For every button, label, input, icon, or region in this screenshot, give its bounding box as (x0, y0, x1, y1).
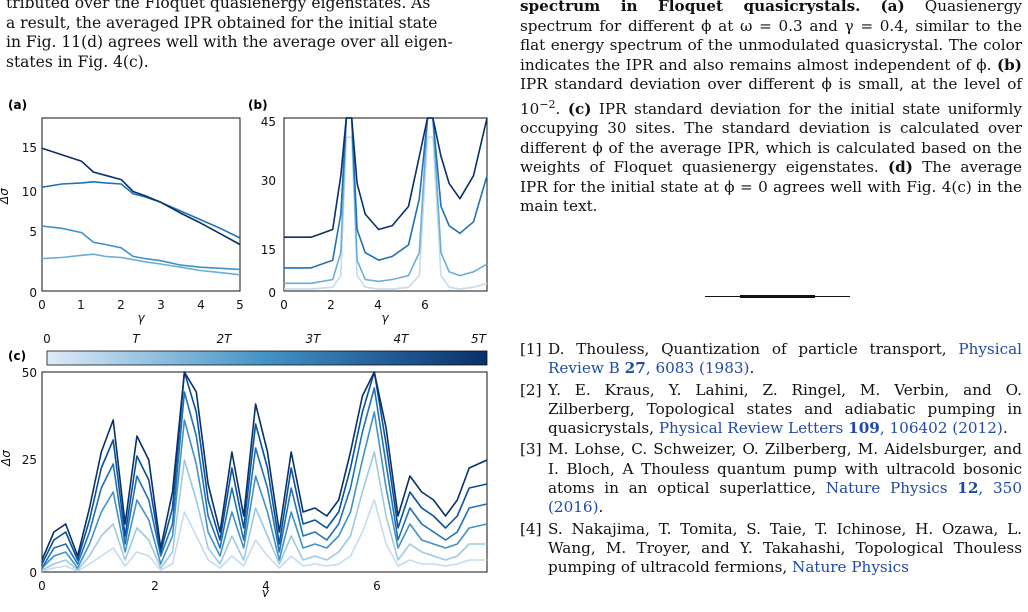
caption-b-text2: . (555, 99, 568, 118)
caption-a-text: Quasienergy spectrum for different ϕ at … (520, 0, 1022, 74)
reference-link[interactable]: Nature Physics (792, 558, 909, 577)
panel-a-ytick: 10 (22, 185, 37, 199)
panel-a-series-2 (41, 181, 241, 239)
panel-b-plot (283, 117, 488, 292)
panel-c-ytick: 25 (22, 453, 37, 467)
panel-c-series-2 (41, 371, 488, 565)
panel-b-ytick: 30 (261, 174, 276, 188)
panel-a-xtick: 5 (236, 298, 244, 312)
panel-b-yticks: 0 15 30 45 (261, 115, 276, 300)
reference-link[interactable]: Physical Review Letters 109, 106402 (201… (658, 419, 1003, 438)
reference-item: [2] Y. E. Kraus, Y. Lahini, Z. Ringel, M… (520, 380, 1022, 438)
caption-b-text: IPR standard deviation over different ϕ … (520, 75, 1022, 118)
reference-link[interactable]: Physical Review B 27, 6083 (1983) (548, 340, 1022, 378)
panel-a-plot (41, 117, 241, 292)
panel-c-plot (41, 371, 488, 573)
panel-a-frame (41, 117, 241, 292)
text-line: in Fig. 11(d) agrees well with the avera… (6, 33, 453, 51)
reference-item: [1] D. Thouless, Quantization of particl… (520, 340, 1022, 378)
panel-a-series-3 (41, 225, 241, 271)
caption-title: spectrum in Floquet quasicrystals. (520, 0, 861, 15)
panel-c-xtick: 0 (38, 579, 46, 593)
colorbar-tick: T (132, 332, 141, 346)
text-line: a result, the averaged IPR obtained for … (6, 13, 438, 32)
panel-a-ytick: 15 (22, 141, 37, 155)
reference-link[interactable]: Nature Physics 12, 350 (2016) (548, 479, 1022, 517)
panel-a-ylabel: Δσ (0, 188, 11, 205)
panel-b-ytick: 15 (261, 243, 276, 257)
figure-caption: spectrum in Floquet quasicrystals. (a) Q… (520, 0, 1022, 217)
panel-a-xtick: 0 (38, 298, 46, 312)
panel-a-label: (a) (8, 98, 27, 112)
reference-item: [4] S. Nakajima, T. Tomita, S. Taie, T. … (520, 519, 1022, 577)
section-divider-thick (740, 295, 815, 298)
panel-a-xlabel: γ (137, 311, 145, 325)
panel-b-ytick: 45 (261, 115, 276, 129)
panel-c-series-6 (41, 499, 487, 573)
colorbar-tick: 0 (43, 332, 51, 346)
colorbar-ticks: 0 T 2T 3T 4T 5T (43, 332, 487, 346)
panel-c-series-5 (41, 451, 487, 571)
panel-b-series-3 (284, 117, 488, 285)
caption-a-label: (a) (880, 0, 905, 15)
caption-d-label: (d) (887, 158, 913, 177)
colorbar-tick: 3T (306, 332, 323, 346)
panel-c-xlabel: γ (261, 586, 269, 597)
colorbar (46, 350, 488, 366)
panel-c-xtick: 4 (262, 579, 270, 593)
panel-a-xtick: 2 (117, 298, 125, 312)
panel-a-yticks: 0 5 10 15 (22, 141, 37, 300)
panel-b-series-2 (284, 117, 488, 269)
panel-a-xticks: 0 1 2 3 4 5 (38, 298, 244, 312)
caption-c-text: IPR standard deviation for the initial s… (520, 99, 1022, 177)
caption-b-label: (b) (997, 55, 1022, 74)
panel-c-series-4 (41, 411, 488, 569)
references-list: [1] D. Thouless, Quantization of particl… (520, 340, 1022, 580)
panel-b-series-1 (284, 117, 488, 238)
panel-b-xticks: 0 2 4 6 (280, 298, 429, 312)
panel-c-ytick: 50 (22, 366, 37, 380)
panel-b-xtick: 0 (280, 298, 288, 312)
panel-a-xtick: 3 (157, 298, 165, 312)
reference-item: [3] M. Lohse, C. Schweizer, O. Zilberber… (520, 440, 1022, 517)
panel-a-xtick: 1 (77, 298, 85, 312)
colorbar-tick: 4T (394, 332, 411, 346)
panel-b-frame (283, 117, 488, 292)
panel-c-series-1 (41, 371, 488, 561)
figure: (a) Δσ 0 5 10 15 0 1 2 3 4 5 γ (b) 0 15 … (0, 98, 488, 597)
panel-a-ytick: 0 (29, 286, 37, 300)
panel-b-xlabel: γ (381, 311, 389, 325)
panel-a-series-1 (41, 147, 241, 246)
panel-a-ytick: 5 (29, 225, 37, 239)
text-line: tributed over the Floquet quasienergy ei… (6, 0, 431, 12)
panel-c-xtick: 6 (373, 579, 381, 593)
panel-c-series-3 (41, 387, 488, 569)
caption-c-label: (c) (567, 99, 592, 118)
panel-a-series-4 (41, 253, 241, 276)
colorbar-tick: 2T (217, 332, 234, 346)
panel-b-xtick: 4 (374, 298, 382, 312)
text-line: states in Fig. 4(c). (6, 52, 149, 71)
panel-b-ytick: 0 (268, 286, 276, 300)
caption-b-exponent: −2 (539, 97, 556, 111)
panel-b-label: (b) (248, 98, 268, 112)
panel-c-label: (c) (8, 349, 26, 363)
panel-a-xtick: 4 (197, 298, 205, 312)
caption-d-text: The average IPR for the initial state at… (520, 158, 1023, 216)
panel-b-xtick: 2 (327, 298, 335, 312)
panel-c-ytick: 0 (29, 566, 37, 580)
panel-c-frame (41, 371, 488, 573)
panel-b-series-4 (284, 136, 488, 290)
left-column-text: tributed over the Floquet quasienergy ei… (6, 0, 498, 72)
panel-c-xticks: 0 2 4 6 (38, 579, 381, 593)
panel-b-xtick: 6 (421, 298, 429, 312)
panel-c-ylabel: Δσ (0, 450, 13, 467)
colorbar-tick: 5T (471, 332, 488, 346)
panel-c-yticks: 0 25 50 (22, 366, 37, 580)
panel-c-xtick: 2 (151, 579, 159, 593)
